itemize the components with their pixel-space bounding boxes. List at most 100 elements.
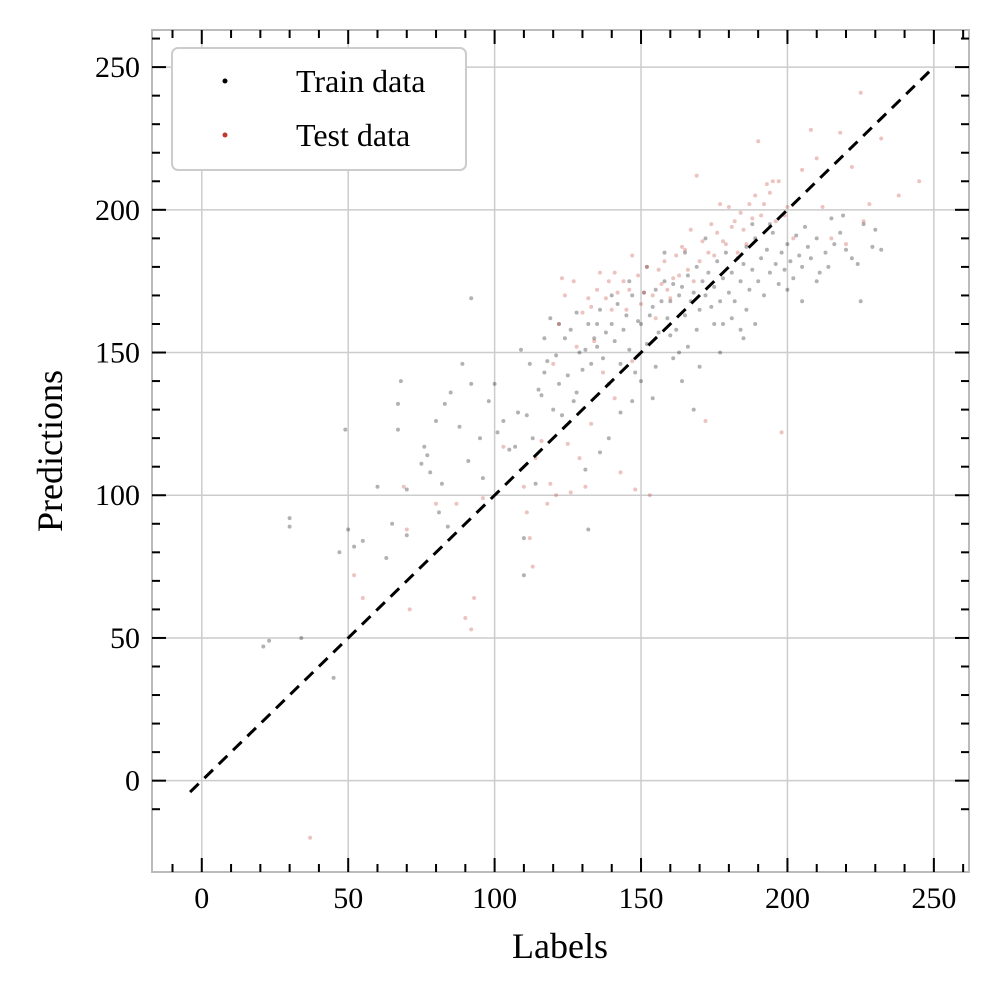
train-point — [457, 424, 462, 429]
test-point — [764, 182, 769, 187]
train-point — [571, 399, 576, 404]
train-point — [565, 373, 570, 378]
train-point — [630, 293, 635, 298]
test-point — [712, 253, 717, 258]
train-point — [337, 550, 342, 555]
test-point — [688, 227, 693, 232]
test-point — [539, 439, 544, 443]
test-point — [630, 253, 635, 258]
test-point — [524, 510, 529, 515]
train-point — [744, 307, 749, 312]
train-point — [729, 316, 734, 321]
test-point — [677, 273, 682, 278]
train-point — [838, 230, 843, 235]
train-point — [671, 356, 676, 361]
train-point — [492, 381, 497, 386]
train-point — [583, 347, 588, 352]
test-point — [659, 282, 664, 286]
train-point — [507, 447, 512, 452]
test-point — [697, 259, 702, 264]
test-point — [630, 359, 635, 364]
test-point — [683, 247, 687, 252]
train-point — [817, 270, 822, 275]
train-point — [627, 279, 632, 284]
train-point — [671, 282, 676, 286]
test-point — [674, 253, 679, 258]
train-point — [764, 247, 769, 252]
test-point — [571, 279, 576, 284]
train-point — [398, 379, 403, 384]
test-point — [800, 167, 805, 172]
test-point — [454, 501, 459, 506]
train-point — [870, 244, 875, 249]
train-point — [533, 481, 538, 486]
test-point — [718, 202, 723, 207]
legend-marker-train — [222, 78, 228, 84]
x-tick-label: 50 — [333, 882, 363, 915]
test-point — [709, 222, 714, 227]
train-point — [756, 279, 761, 284]
y-tick-label: 150 — [95, 337, 140, 370]
train-point — [767, 270, 772, 275]
train-point — [501, 419, 506, 423]
test-point — [615, 290, 620, 295]
test-point — [580, 310, 585, 315]
train-point — [404, 533, 409, 538]
train-point — [662, 279, 667, 284]
train-point — [656, 330, 661, 335]
train-point — [390, 521, 395, 526]
train-point — [750, 267, 755, 272]
train-point — [609, 293, 614, 298]
test-point — [844, 242, 848, 247]
test-point — [685, 267, 690, 272]
train-point — [709, 304, 714, 309]
train-point — [419, 461, 424, 466]
test-point — [694, 173, 699, 178]
test-point — [671, 276, 676, 281]
train-point — [753, 322, 758, 326]
train-point — [726, 290, 731, 295]
train-point — [706, 270, 711, 275]
test-point — [662, 259, 667, 264]
train-point — [794, 233, 799, 238]
test-point — [721, 239, 725, 244]
train-point — [823, 250, 828, 255]
test-point — [750, 216, 755, 221]
train-point — [609, 322, 614, 326]
train-point — [595, 344, 600, 349]
y-axis-title: Predictions — [30, 370, 70, 532]
test-point — [639, 302, 643, 306]
train-point — [560, 413, 564, 418]
train-point — [791, 276, 796, 281]
train-point — [644, 264, 649, 269]
test-point — [653, 316, 658, 321]
test-point — [732, 219, 737, 224]
train-point — [659, 299, 664, 304]
train-point — [598, 307, 602, 312]
train-point — [580, 367, 585, 372]
train-point — [618, 361, 623, 366]
train-point — [557, 322, 561, 326]
test-point — [668, 296, 673, 301]
train-point — [299, 636, 304, 640]
train-point — [603, 330, 608, 335]
train-point — [615, 302, 620, 306]
train-point — [861, 222, 866, 227]
train-point — [439, 481, 444, 486]
train-point — [554, 353, 559, 358]
train-point — [521, 536, 526, 541]
train-point — [653, 364, 658, 369]
train-point — [800, 299, 805, 304]
train-point — [624, 313, 629, 318]
test-point — [656, 267, 661, 272]
train-point — [668, 333, 673, 338]
test-point — [867, 202, 872, 207]
train-point — [551, 407, 556, 412]
train-point — [542, 336, 547, 341]
train-point — [536, 387, 541, 392]
y-tick-label: 250 — [95, 51, 140, 84]
test-point — [650, 293, 655, 298]
train-point — [592, 336, 597, 341]
train-point — [621, 327, 626, 332]
train-point — [729, 270, 734, 275]
